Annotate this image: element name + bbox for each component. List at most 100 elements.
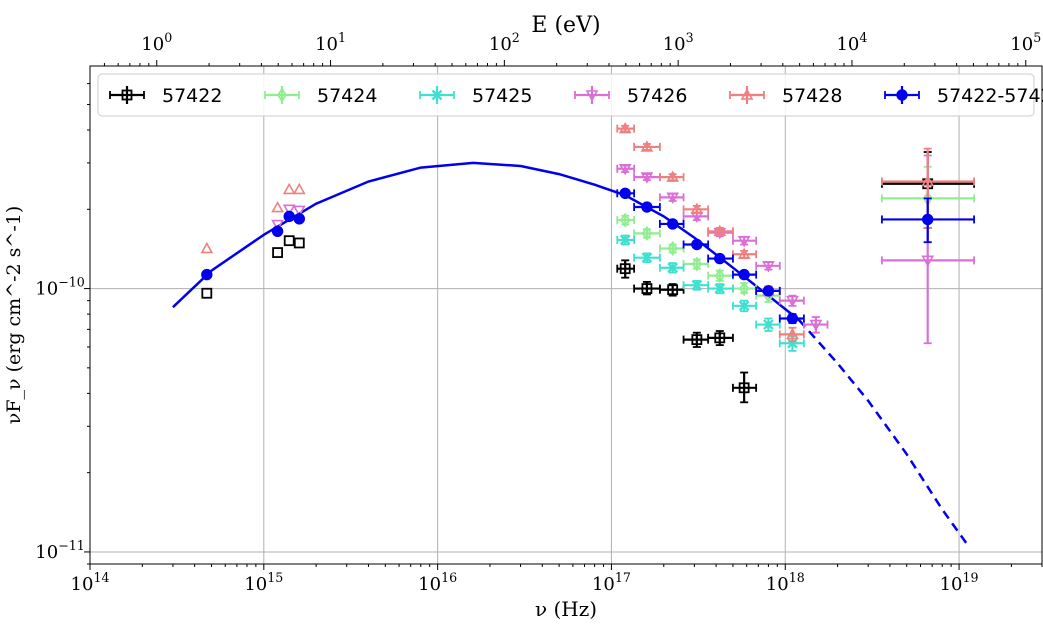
marker <box>737 247 751 260</box>
data-point <box>707 224 734 237</box>
marker <box>809 319 823 332</box>
legend-marker <box>896 89 908 101</box>
data-point <box>616 163 635 176</box>
marker <box>292 182 306 195</box>
x-tick-label: 1019 <box>940 570 979 595</box>
data-point <box>682 279 710 291</box>
data-point <box>292 205 306 218</box>
marker <box>691 279 703 291</box>
data-point <box>293 237 305 249</box>
marker <box>691 334 703 346</box>
marker <box>641 283 653 294</box>
legend: 57422 57424 57425 57426 57428 57422-57429 <box>97 73 1043 117</box>
data-point <box>732 299 758 313</box>
marker <box>271 225 284 237</box>
data-point <box>778 335 805 352</box>
data-point <box>658 240 685 257</box>
legend-entry: 57422-57429 <box>884 85 1043 107</box>
marker <box>763 319 774 330</box>
marker <box>640 172 654 184</box>
data-point <box>633 281 661 296</box>
marker <box>666 192 680 205</box>
marker <box>292 205 306 218</box>
marker <box>666 170 680 182</box>
data-point <box>633 201 661 213</box>
x-axis-label: ν (Hz) <box>535 597 597 621</box>
data-point <box>658 262 685 274</box>
data-point <box>201 287 213 299</box>
marker <box>737 235 751 248</box>
data-point <box>682 256 710 272</box>
marker <box>282 182 296 195</box>
data-point <box>616 187 635 200</box>
marker <box>691 238 703 251</box>
marker <box>714 332 726 344</box>
data-point <box>283 210 295 223</box>
marker <box>713 224 727 237</box>
data-point <box>707 283 734 295</box>
marker-stroke <box>787 337 798 349</box>
series-57422-57429 <box>201 187 975 325</box>
legend-entry: 57424 <box>264 85 377 107</box>
data-point <box>682 331 710 348</box>
y-tick-label: 10−11 <box>35 538 84 563</box>
legend-label: 57422-57429 <box>937 85 1043 107</box>
data-point <box>658 192 685 205</box>
data-point <box>616 259 635 279</box>
series-57422 <box>201 151 975 404</box>
legend-box <box>97 73 1035 117</box>
data-point <box>778 294 805 308</box>
data-point <box>271 225 284 237</box>
marker <box>690 202 704 215</box>
marker <box>619 234 631 246</box>
data-point <box>778 326 805 343</box>
marker <box>293 237 305 249</box>
data-point <box>616 234 635 246</box>
data-point <box>633 172 661 184</box>
marker <box>762 261 775 273</box>
y-axis-label: νF_ν (erg cm^-2 s^-1) <box>3 206 25 424</box>
marker <box>201 287 213 299</box>
marker <box>739 280 750 297</box>
top-tick-label: 101 <box>315 30 346 55</box>
data-points <box>200 121 975 404</box>
data-point <box>755 317 781 332</box>
marker <box>271 219 284 232</box>
marker <box>762 285 775 297</box>
legend-entry: 57426 <box>574 85 687 107</box>
data-point <box>732 235 758 248</box>
data-point <box>616 212 635 228</box>
plot-frame <box>89 65 1043 565</box>
top-axis-label: E (eV) <box>531 13 600 38</box>
marker <box>201 268 213 281</box>
data-point <box>201 268 213 281</box>
marker <box>271 200 284 213</box>
model-curve-solid <box>172 161 800 321</box>
data-point <box>707 252 734 265</box>
grid-lines <box>89 66 1042 564</box>
marker <box>787 337 798 349</box>
marker-stroke <box>691 279 703 291</box>
data-point <box>292 182 306 195</box>
data-point <box>707 330 734 347</box>
top-tick-label: 100 <box>141 30 172 55</box>
marker <box>640 140 654 152</box>
data-point <box>633 225 661 242</box>
marker-stroke <box>763 319 774 330</box>
data-point <box>633 140 661 152</box>
axis-ticks: 1014 1015 1016 1017 1018 1019 10−11 10−10 100 101… <box>35 30 1043 595</box>
data-point <box>732 371 758 404</box>
data-point <box>658 283 685 297</box>
data-point <box>755 261 781 273</box>
series-57424 <box>616 165 975 304</box>
data-point <box>802 316 829 334</box>
marker <box>667 240 678 257</box>
legend-marker <box>740 88 754 100</box>
marker <box>620 212 631 228</box>
marker <box>293 213 305 225</box>
data-point <box>200 241 214 254</box>
legend-marker <box>276 87 288 103</box>
marker-stroke <box>619 234 631 246</box>
marker-stroke <box>641 252 653 264</box>
